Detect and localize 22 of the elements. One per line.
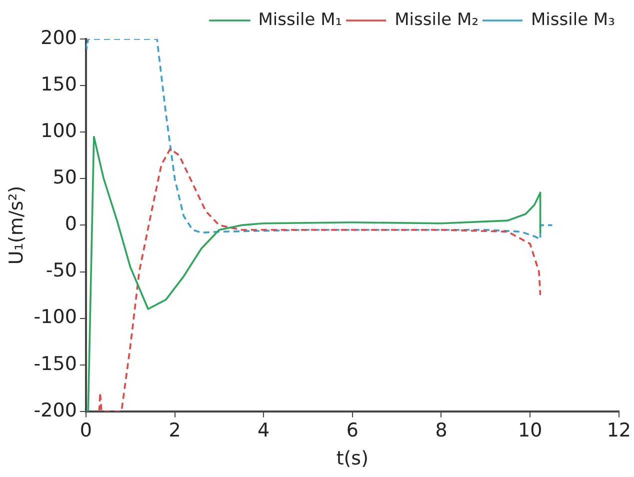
y-tick-label: -100 (34, 306, 77, 328)
y-tick-label: 100 (40, 120, 77, 142)
legend-label: Missile M₁ (258, 10, 342, 30)
y-tick-label: 50 (52, 166, 77, 189)
legend-label: Missile M₃ (531, 10, 615, 30)
x-tick-label: 12 (606, 420, 632, 442)
y-tick-label: -50 (46, 260, 77, 282)
legend-label: Missile M₂ (394, 10, 479, 30)
x-tick-label: 6 (346, 420, 358, 442)
x-tick-label: 4 (258, 420, 270, 442)
x-tick-label: 10 (518, 420, 542, 442)
x-tick-label: 8 (435, 420, 448, 442)
line-series (86, 39, 554, 240)
x-axis-title: t(s) (336, 448, 369, 470)
y-tick-label: 150 (40, 73, 77, 96)
y-tick-label: -200 (34, 399, 77, 422)
x-tick-label: 0 (80, 420, 92, 442)
x-tick-label: 2 (168, 420, 181, 442)
y-axis-title: U₁(m/s²) (5, 186, 28, 265)
y-tick-label: -150 (34, 352, 77, 375)
y-tick-label: 200 (40, 26, 77, 49)
y-tick-label: 0 (64, 213, 77, 236)
